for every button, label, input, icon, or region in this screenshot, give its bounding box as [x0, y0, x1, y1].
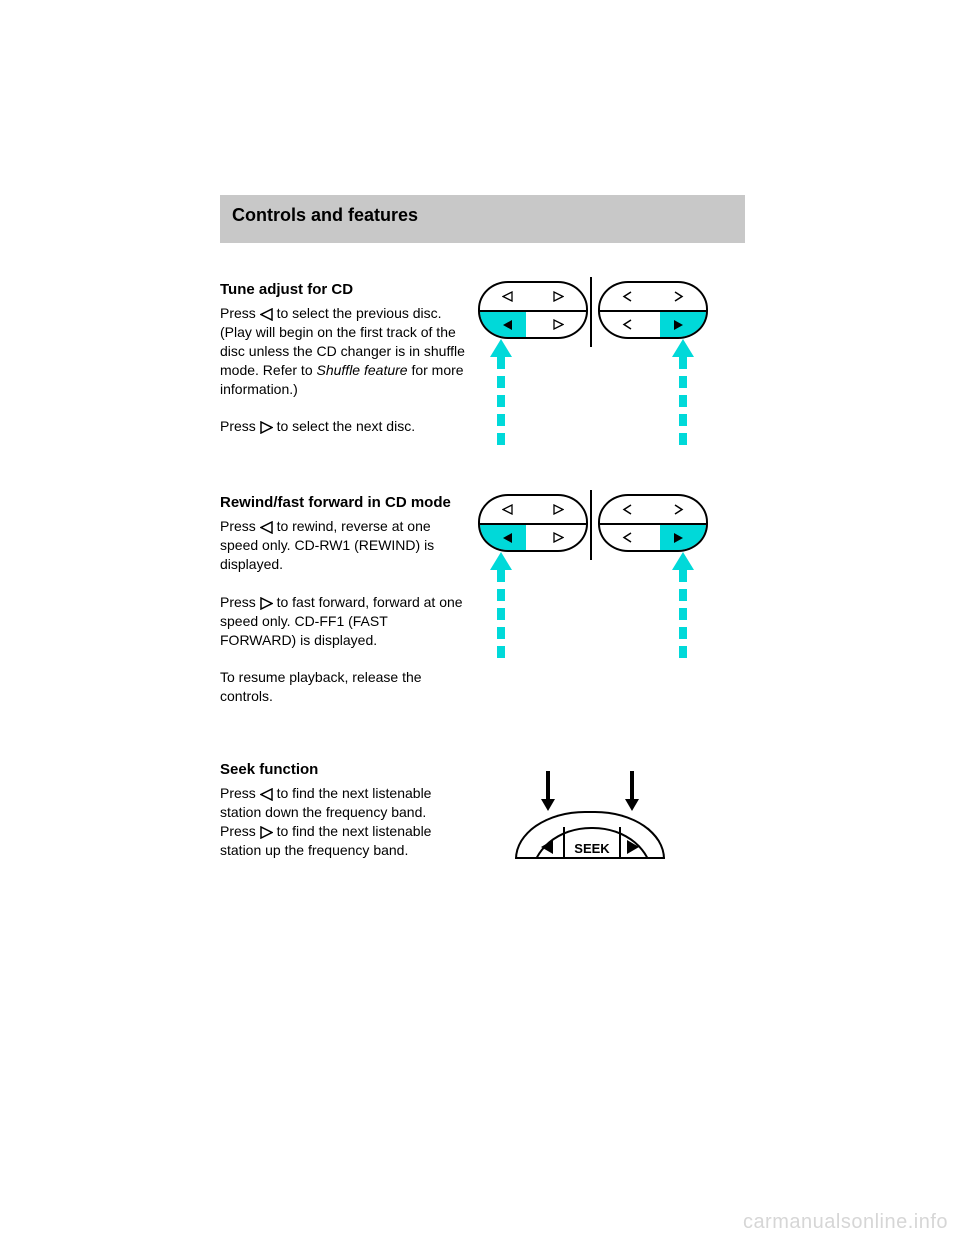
center-divider: [590, 277, 592, 347]
diagram-rewind-ff: [470, 494, 720, 669]
emphasis-text: Shuffle feature: [317, 362, 408, 378]
triangle-right-icon: [260, 597, 273, 610]
chevron-left-icon: [622, 319, 633, 330]
content: Tune adjust for CD Press to select the p…: [220, 281, 745, 860]
section-seek: Seek function Press to find the next lis…: [220, 761, 745, 860]
triangle-left-icon: [502, 291, 513, 302]
watermark: carmanualsonline.info: [743, 1211, 948, 1234]
triangle-right-icon: [553, 504, 564, 515]
arrow-down-icon: [625, 771, 639, 811]
oval-button-right: [598, 281, 708, 339]
seek-button: SEEK: [515, 811, 665, 859]
triangle-right-icon: [260, 421, 273, 434]
body-text: to fast forward, forward at one speed on…: [220, 594, 463, 648]
double-button-diagram: [470, 281, 720, 456]
press-label: Press: [220, 518, 256, 534]
oval-button-left: [478, 494, 588, 552]
diagram-seek: SEEK: [515, 761, 665, 881]
seek-button-diagram: SEEK: [515, 761, 665, 881]
section-header: Controls and features: [220, 195, 745, 243]
triangle-right-solid-icon: [627, 840, 639, 854]
triangle-right-solid-icon: [673, 319, 684, 331]
h-divider: [600, 523, 706, 525]
triangle-right-icon: [553, 291, 564, 302]
section-tune-cd: Tune adjust for CD Press to select the p…: [220, 281, 745, 436]
chevron-right-icon: [673, 504, 684, 515]
h-divider: [480, 523, 586, 525]
triangle-left-solid-icon: [502, 319, 513, 331]
triangle-left-icon: [260, 308, 273, 321]
triangle-left-icon: [502, 504, 513, 515]
seek-label: SEEK: [565, 841, 619, 856]
h-divider: [600, 310, 706, 312]
triangle-left-icon: [260, 521, 273, 534]
h-divider: [480, 310, 586, 312]
arrow-up-dashed-icon: [672, 339, 694, 452]
press-label: Press: [220, 823, 256, 839]
text-column: Press to find the next listenable statio…: [220, 784, 465, 860]
triangle-right-solid-icon: [673, 532, 684, 544]
triangle-right-icon: [260, 826, 273, 839]
arrow-up-dashed-icon: [490, 339, 512, 452]
diagram-tune-cd: [470, 281, 720, 456]
page-container: Controls and features Tune adjust for CD…: [220, 195, 745, 860]
press-label: Press: [220, 594, 256, 610]
triangle-left-icon: [260, 788, 273, 801]
arrow-up-dashed-icon: [672, 552, 694, 665]
triangle-left-solid-icon: [502, 532, 513, 544]
triangle-right-icon: [553, 319, 564, 330]
section-rewind-ff: Rewind/fast forward in CD mode Press to …: [220, 494, 745, 706]
seek-divider: [619, 827, 621, 859]
center-divider: [590, 490, 592, 560]
press-label: Press: [220, 785, 256, 801]
text-column: Press to rewind, reverse at one speed on…: [220, 517, 465, 706]
chevron-left-icon: [622, 504, 633, 515]
press-label: Press: [220, 305, 256, 321]
chevron-left-icon: [622, 532, 633, 543]
text-column: Press to select the previous disc. (Play…: [220, 304, 465, 436]
chevron-left-icon: [622, 291, 633, 302]
arrow-up-dashed-icon: [490, 552, 512, 665]
oval-button-right: [598, 494, 708, 552]
oval-button-left: [478, 281, 588, 339]
double-button-diagram: [470, 494, 720, 669]
body-text: To resume playback, release the controls…: [220, 669, 422, 704]
body-text: to select the next disc.: [277, 418, 416, 434]
triangle-right-icon: [553, 532, 564, 543]
chevron-right-icon: [673, 291, 684, 302]
press-label: Press: [220, 418, 256, 434]
arrow-down-icon: [541, 771, 555, 811]
section-title: Seek function: [220, 761, 745, 778]
section-header-title: Controls and features: [232, 205, 733, 226]
triangle-left-solid-icon: [541, 840, 553, 854]
